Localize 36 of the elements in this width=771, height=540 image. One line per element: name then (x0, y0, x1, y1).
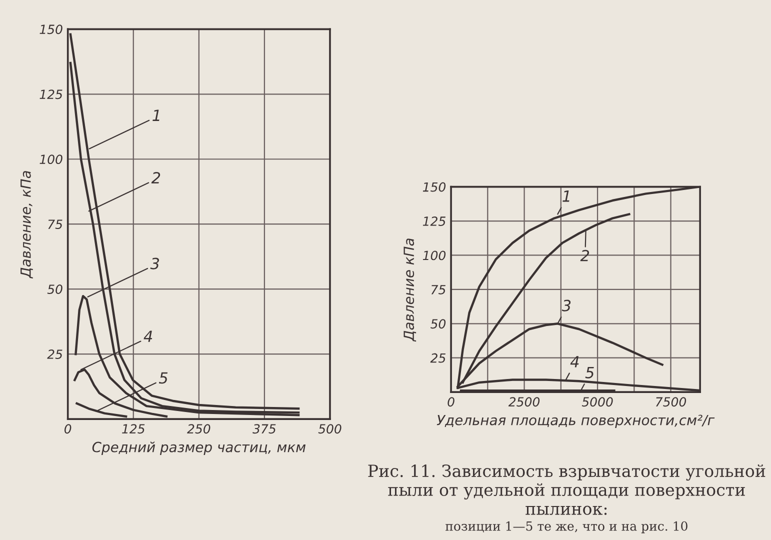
y-tick-label: 75 (431, 285, 446, 294)
y-tick-label: 100 (422, 250, 446, 260)
x-axis-title: Удельная площадь поверхности,см²/г (436, 414, 715, 428)
x-tick-label: 0 (448, 397, 454, 407)
annotation: 2 (151, 172, 160, 184)
y-tick-label: 25 (47, 350, 62, 359)
x-tick-label: 125 (122, 424, 145, 434)
x-tick-label: 7500 (656, 397, 686, 407)
annotation: 3 (562, 300, 571, 312)
x-tick-label: 375 (252, 424, 276, 434)
y-axis-title: Давление кПа (404, 238, 416, 342)
text: позиции 1—5 те же, что и на рис. 10 (446, 521, 688, 534)
x-tick-label: 0 (64, 424, 72, 434)
x-tick-label: 2500 (508, 397, 540, 407)
annotation: 4 (570, 356, 579, 368)
annotation: 5 (158, 372, 168, 384)
y-tick-label: 75 (48, 220, 62, 230)
annotation: 1 (562, 190, 570, 202)
y-tick-label: 150 (422, 182, 446, 192)
x-tick-label: 250 (187, 424, 210, 434)
annotation: 3 (150, 258, 160, 270)
x-tick-label: 5000 (582, 397, 613, 407)
y-tick-label: 50 (47, 284, 62, 294)
y-tick-label: 25 (430, 353, 446, 363)
y-tick-label: 50 (430, 319, 446, 329)
x-axis-title: Средний размер частиц, мкм (92, 442, 306, 455)
y-tick-label: 150 (40, 24, 62, 34)
annotation: 1 (152, 110, 160, 121)
y-axis-title: Давление, кПа (20, 171, 33, 279)
y-tick-label: 125 (40, 90, 62, 100)
x-tick-label: 500 (318, 424, 342, 434)
text: Рис. 11. Зависимость взрывчатости угольной пыли от удельной площади поверхности пылинок: (368, 464, 766, 515)
annotation: 5 (585, 367, 594, 378)
y-tick-label: 125 (422, 216, 446, 226)
annotation: 4 (144, 330, 152, 342)
y-tick-label: 100 (40, 154, 62, 164)
